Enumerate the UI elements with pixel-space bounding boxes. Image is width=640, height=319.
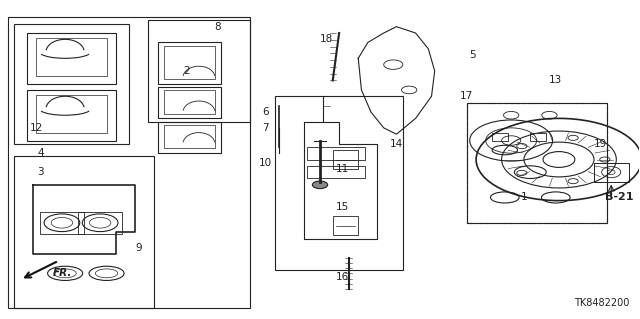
Bar (333, 150, 358, 169)
Bar (78, 212, 122, 234)
Bar (27, 33, 116, 84)
Bar (8, 17, 250, 308)
Bar (157, 122, 221, 153)
Bar (148, 20, 250, 122)
Bar (275, 96, 403, 270)
Bar (164, 90, 215, 114)
Text: 8: 8 (215, 22, 221, 32)
Text: 5: 5 (470, 50, 476, 60)
Bar (164, 125, 215, 148)
Text: 2: 2 (183, 66, 189, 76)
Text: 11: 11 (335, 164, 349, 174)
Bar (333, 216, 358, 235)
Bar (164, 46, 215, 79)
Circle shape (312, 181, 328, 189)
Text: 12: 12 (30, 123, 43, 133)
Bar (492, 133, 508, 141)
Bar (36, 38, 106, 76)
Bar (27, 90, 116, 141)
Text: B-21: B-21 (605, 192, 634, 203)
Bar (36, 95, 106, 133)
Bar (467, 103, 607, 223)
Text: 10: 10 (259, 158, 273, 168)
Text: 6: 6 (262, 107, 269, 117)
Text: 4: 4 (38, 148, 44, 158)
Text: 9: 9 (135, 243, 141, 253)
Text: 16: 16 (335, 271, 349, 281)
Text: 7: 7 (262, 123, 269, 133)
Bar (531, 133, 546, 141)
Text: FR.: FR. (52, 268, 72, 278)
Text: 19: 19 (594, 139, 607, 149)
Text: 1: 1 (520, 192, 527, 203)
Bar (594, 163, 629, 182)
Bar (307, 166, 365, 178)
Bar (157, 87, 221, 118)
Bar (307, 147, 365, 160)
Bar (467, 103, 607, 223)
Bar (14, 156, 154, 308)
Text: 15: 15 (335, 202, 349, 212)
Bar (14, 24, 129, 144)
Text: 14: 14 (390, 139, 403, 149)
Text: 17: 17 (460, 91, 473, 101)
Bar (40, 212, 84, 234)
Bar (157, 42, 221, 84)
Text: 3: 3 (38, 167, 44, 177)
Text: TK8482200: TK8482200 (573, 298, 629, 308)
Text: 18: 18 (320, 34, 333, 44)
Text: 13: 13 (549, 76, 563, 85)
